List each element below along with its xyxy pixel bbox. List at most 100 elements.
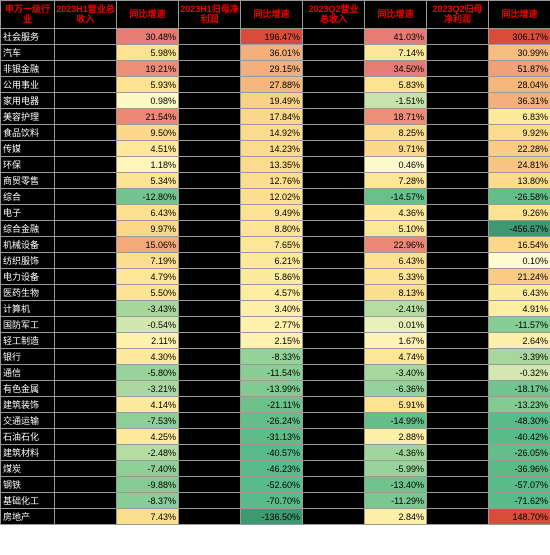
cell: -57.07% [489, 477, 550, 493]
row-label: 有色金属 [1, 381, 55, 397]
cell: 36.01% [241, 45, 303, 61]
cell: -21.11% [241, 397, 303, 413]
cell: 2.84% [365, 509, 427, 525]
cell [427, 333, 489, 349]
cell [303, 461, 365, 477]
cell: 5.10% [365, 221, 427, 237]
cell [55, 45, 117, 61]
cell [179, 413, 241, 429]
cell [427, 205, 489, 221]
cell: 17.84% [241, 109, 303, 125]
cell: 5.33% [365, 269, 427, 285]
cell: 8.80% [241, 221, 303, 237]
row-label: 汽车 [1, 45, 55, 61]
cell [55, 413, 117, 429]
cell: -11.29% [365, 493, 427, 509]
cell [179, 93, 241, 109]
cell: -5.99% [365, 461, 427, 477]
cell [55, 317, 117, 333]
cell: 4.91% [489, 301, 550, 317]
cell: 30.99% [489, 45, 550, 61]
cell: 4.30% [117, 349, 179, 365]
cell [303, 45, 365, 61]
cell [303, 317, 365, 333]
cell: -4.36% [365, 445, 427, 461]
cell: 8.13% [365, 285, 427, 301]
cell [303, 445, 365, 461]
cell [179, 461, 241, 477]
cell: 5.34% [117, 173, 179, 189]
table-row: 家用电器0.98%19.49%-1.51%36.31% [1, 93, 550, 109]
industry-heatmap-table: 申万一级行业2023H1营业总收入同比增速2023H1归母净利润同比增速2023… [0, 0, 550, 525]
cell [303, 205, 365, 221]
cell [427, 253, 489, 269]
table-row: 钢铁-9.88%-52.60%-13.40%-57.07% [1, 477, 550, 493]
cell [179, 269, 241, 285]
table-row: 煤炭-7.40%-46.23%-5.99%-36.96% [1, 461, 550, 477]
table-row: 商贸零售5.34%12.76%7.28%13.80% [1, 173, 550, 189]
cell [303, 381, 365, 397]
table-row: 综合-12.80%12.02%-14.57%-26.58% [1, 189, 550, 205]
col-header-1: 2023H1营业总收入 [55, 1, 117, 29]
cell [55, 157, 117, 173]
cell: 1.18% [117, 157, 179, 173]
cell: -7.53% [117, 413, 179, 429]
table-row: 纺织服饰7.19%6.21%6.43%0.10% [1, 253, 550, 269]
cell: 0.01% [365, 317, 427, 333]
cell: 9.49% [241, 205, 303, 221]
cell [179, 205, 241, 221]
cell: 18.71% [365, 109, 427, 125]
cell: 4.79% [117, 269, 179, 285]
cell [303, 413, 365, 429]
cell: -31.13% [241, 429, 303, 445]
cell [303, 429, 365, 445]
cell: -3.21% [117, 381, 179, 397]
cell: 4.51% [117, 141, 179, 157]
cell [303, 189, 365, 205]
cell: -71.62% [489, 493, 550, 509]
cell [303, 253, 365, 269]
col-header-6: 同比增速 [365, 1, 427, 29]
row-label: 社会服务 [1, 29, 55, 45]
cell: -2.48% [117, 445, 179, 461]
cell: 9.26% [489, 205, 550, 221]
cell: 1.67% [365, 333, 427, 349]
col-header-3: 2023H1归母净利润 [179, 1, 241, 29]
cell: 34.50% [365, 61, 427, 77]
cell: -11.57% [489, 317, 550, 333]
cell [427, 157, 489, 173]
cell [55, 141, 117, 157]
cell: -12.80% [117, 189, 179, 205]
row-label: 煤炭 [1, 461, 55, 477]
table-row: 机械设备15.06%7.65%22.96%16.54% [1, 237, 550, 253]
cell: -3.43% [117, 301, 179, 317]
cell: 4.25% [117, 429, 179, 445]
cell [427, 221, 489, 237]
cell [179, 157, 241, 173]
cell: 41.03% [365, 29, 427, 45]
cell [427, 77, 489, 93]
row-label: 综合金融 [1, 221, 55, 237]
row-label: 医药生物 [1, 285, 55, 301]
cell: 2.88% [365, 429, 427, 445]
cell: -13.40% [365, 477, 427, 493]
cell [55, 381, 117, 397]
cell [303, 509, 365, 525]
cell: 0.46% [365, 157, 427, 173]
cell: 5.50% [117, 285, 179, 301]
cell [427, 109, 489, 125]
cell [55, 349, 117, 365]
cell: 7.14% [365, 45, 427, 61]
cell: 7.19% [117, 253, 179, 269]
col-header-0: 申万一级行业 [1, 1, 55, 29]
cell: 30.48% [117, 29, 179, 45]
row-label: 国防军工 [1, 317, 55, 333]
cell [179, 349, 241, 365]
cell [427, 141, 489, 157]
cell: 5.93% [117, 77, 179, 93]
cell: -3.40% [365, 365, 427, 381]
row-label: 家用电器 [1, 93, 55, 109]
cell: 5.98% [117, 45, 179, 61]
row-label: 计算机 [1, 301, 55, 317]
row-label: 电力设备 [1, 269, 55, 285]
